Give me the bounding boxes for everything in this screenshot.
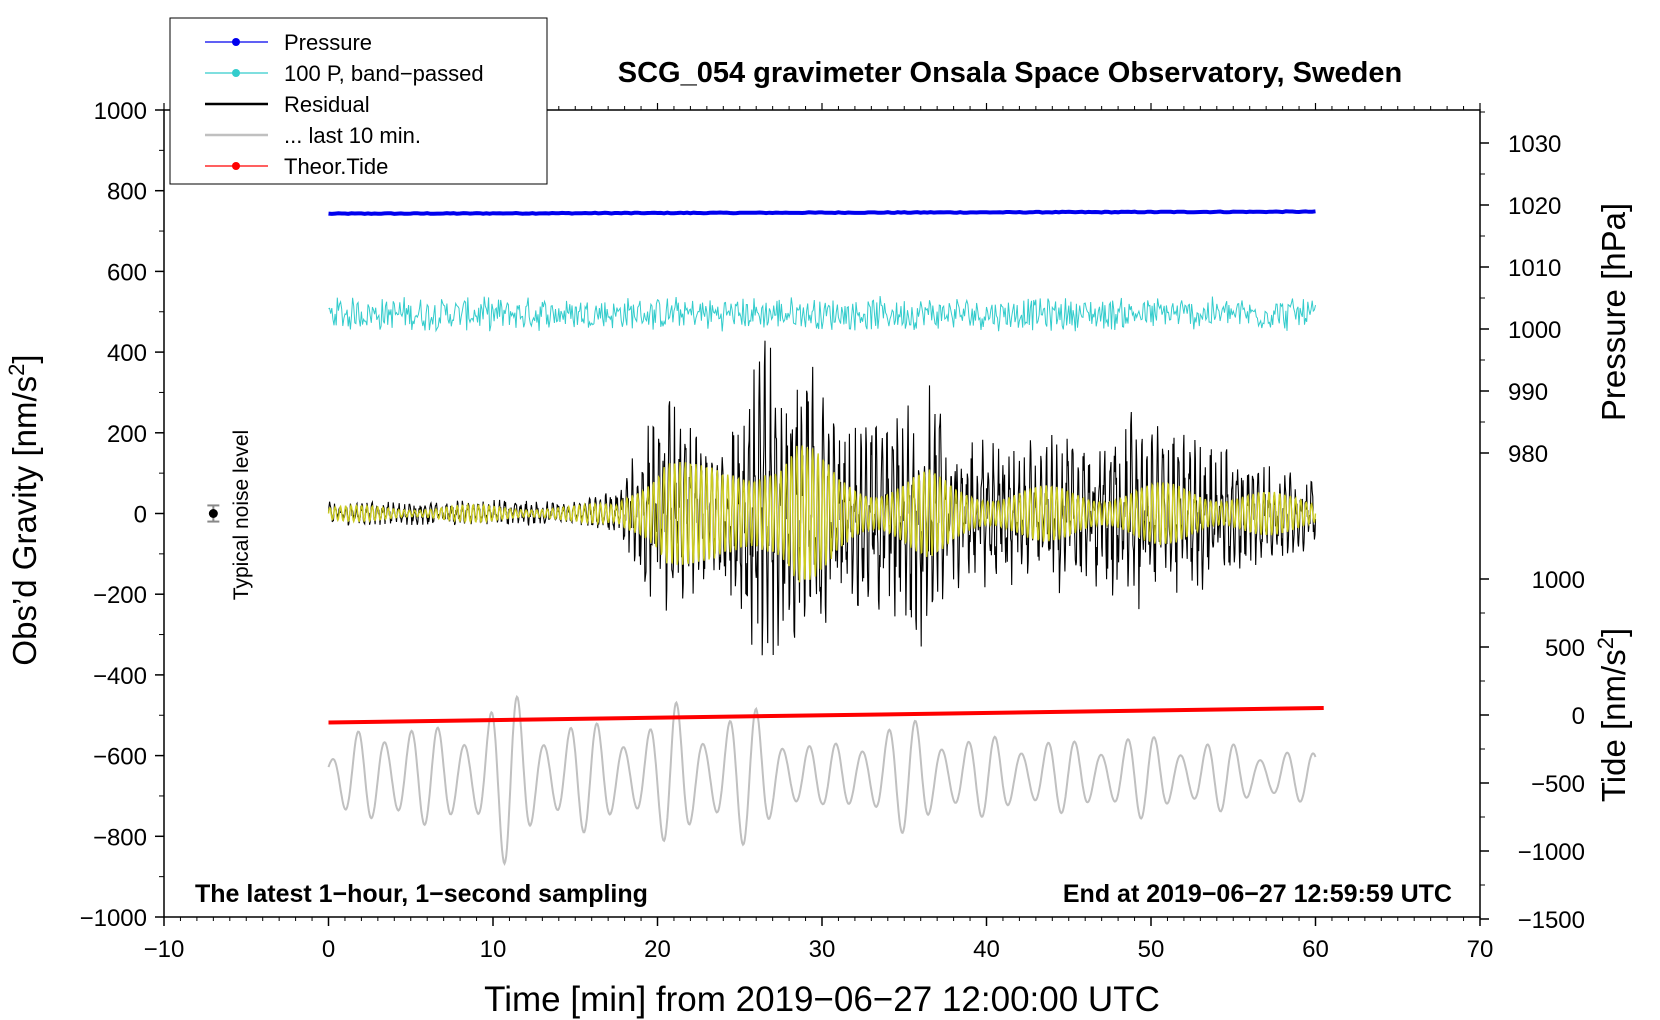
x-tick-label: 70 xyxy=(1467,936,1494,963)
pressure-tick-label: 1010 xyxy=(1508,255,1561,282)
legend-label: Residual xyxy=(284,92,370,117)
noise-marker xyxy=(207,504,220,523)
y-axis-label-sup: 2 xyxy=(4,364,29,376)
x-axis-label: Time [min] from 2019−06−27 12:00:00 UTC xyxy=(484,980,1160,1019)
legend-box xyxy=(169,17,548,185)
tide-tick-label: −1000 xyxy=(1518,839,1585,866)
legend-marker xyxy=(232,69,240,77)
pressure-tick-label: 980 xyxy=(1508,441,1548,468)
legend-label: ... last 10 min. xyxy=(284,123,421,148)
chart-title: SCG_054 gravimeter Onsala Space Observat… xyxy=(618,57,1402,89)
legend-label: Theor.Tide xyxy=(284,154,388,179)
series-last-10-min xyxy=(327,694,1317,867)
legend: Pressure 100 P, band−passed Residual ... la… xyxy=(169,17,548,185)
y-tick-label: 0 xyxy=(134,502,147,529)
tide-tick-label: −1500 xyxy=(1518,907,1585,934)
x-tick-label: 40 xyxy=(973,936,1000,963)
annotation-bottom-right: End at 2019−06−27 12:59:59 UTC xyxy=(1063,880,1452,908)
pressure-axis-ticks: 1030 1020 1010 1000 990 980 xyxy=(1480,111,1561,468)
tide-tick-label: −500 xyxy=(1531,771,1585,798)
y-tick-label: 600 xyxy=(107,259,147,286)
pressure-axis-label: Pressure [hPa] xyxy=(1595,203,1632,421)
series-theor-tide xyxy=(328,705,1324,725)
series-pressure xyxy=(328,209,1316,216)
tide-axis-label-main: Tide [nm/s xyxy=(1595,649,1632,802)
series-band-passed xyxy=(328,295,1316,333)
tide-axis-ticks: 1000 500 0 −500 −1000 −1500 xyxy=(1480,567,1585,934)
tide-tick-label: 500 xyxy=(1545,635,1585,662)
y-tick-label: −400 xyxy=(93,663,147,690)
y-axis-label-close: ] xyxy=(6,354,43,363)
y-tick-label: 400 xyxy=(107,340,147,367)
x-tick-label: 60 xyxy=(1302,936,1329,963)
legend-label: 100 P, band−passed xyxy=(284,61,484,86)
noise-point xyxy=(208,509,218,518)
tide-axis-label-sup: 2 xyxy=(1593,637,1618,649)
y-tick-label: −1000 xyxy=(80,905,147,932)
y-tick-label: −200 xyxy=(93,582,147,609)
legend-entries: Pressure 100 P, band−passed Residual ... la… xyxy=(205,30,484,179)
legend-marker xyxy=(232,162,240,170)
y-tick-label: −800 xyxy=(93,824,147,851)
pressure-tick-label: 1030 xyxy=(1508,131,1561,158)
tide-tick-label: 0 xyxy=(1572,703,1585,730)
y-tick-label: −600 xyxy=(93,744,147,771)
y-axis-ticks: 1000 800 600 400 200 0 −200 −400 −600 −800 −1000 xyxy=(80,98,164,932)
y-axis-label: Obs’d Gravity [nm/s2] xyxy=(4,354,43,665)
x-axis-ticks: −10 0 10 20 30 40 50 60 70 xyxy=(144,103,1494,963)
tide-axis-label: Tide [nm/s2] xyxy=(1593,628,1632,802)
series-group xyxy=(327,209,1324,867)
x-tick-label: 30 xyxy=(809,936,836,963)
tide-tick-label: 1000 xyxy=(1532,567,1585,594)
legend-label: Pressure xyxy=(284,30,372,55)
x-tick-label: −10 xyxy=(144,936,185,963)
x-tick-label: 10 xyxy=(480,936,507,963)
pressure-tick-label: 1020 xyxy=(1508,193,1561,220)
noise-label: Typical noise level xyxy=(230,430,253,600)
x-tick-label: 20 xyxy=(644,936,671,963)
series-band-filtered xyxy=(327,445,1317,583)
tide-axis-label-close: ] xyxy=(1595,628,1632,637)
pressure-tick-label: 1000 xyxy=(1508,317,1561,344)
x-tick-label: 0 xyxy=(322,936,335,963)
legend-marker xyxy=(232,38,240,46)
y-tick-label: 200 xyxy=(107,421,147,448)
y-axis-label-main: Obs’d Gravity [nm/s xyxy=(6,376,43,666)
y-tick-label: 800 xyxy=(107,179,147,206)
y-tick-label: 1000 xyxy=(94,98,147,125)
annotation-bottom-left: The latest 1−hour, 1−second sampling xyxy=(195,880,648,908)
pressure-tick-label: 990 xyxy=(1508,379,1548,406)
x-tick-label: 50 xyxy=(1138,936,1165,963)
